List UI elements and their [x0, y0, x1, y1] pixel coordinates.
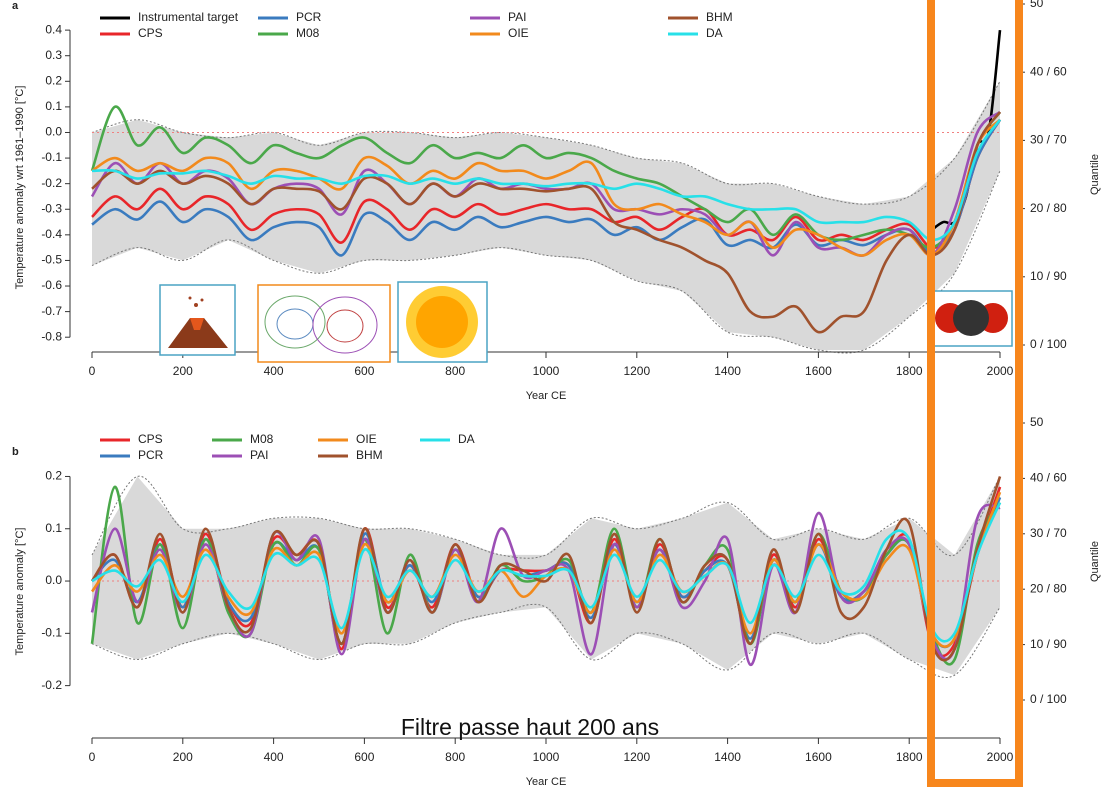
- x-tick-label: 1800: [896, 364, 923, 378]
- y2-axis-title: Quantile: [1089, 541, 1101, 582]
- envelope-line: [91, 475, 1001, 559]
- x-tick-label: 600: [354, 364, 374, 378]
- series-line: [90, 105, 1002, 250]
- y2-tick-label: 30 / 70: [1030, 133, 1067, 147]
- x-tick-label: 800: [445, 750, 465, 764]
- lorenz-icon: [257, 284, 391, 363]
- y2-tick-label: 10 / 90: [1030, 637, 1067, 651]
- y-axis-title: Temperature anomaly [°C]: [14, 528, 26, 656]
- y-tick-label: 0.2: [45, 73, 62, 87]
- y-tick-label: -0.4: [41, 227, 62, 241]
- y-tick-label: -0.2: [41, 678, 62, 692]
- annotation: Filtre passe haut 200 ans: [401, 714, 659, 740]
- x-tick-label: 2000: [987, 750, 1014, 764]
- y2-tick-label: 20 / 80: [1030, 581, 1067, 595]
- series-line: [90, 476, 1002, 662]
- legend-label: CPS: [138, 26, 163, 40]
- y-tick-label: -0.3: [41, 201, 62, 215]
- y2-tick-label: 40 / 60: [1030, 64, 1067, 78]
- y-tick-label: 0.4: [45, 22, 62, 36]
- y2-tick-label: 50: [1030, 0, 1044, 10]
- series-line: [91, 502, 1002, 643]
- y2-tick-label: 0 / 100: [1030, 692, 1067, 706]
- legend-label: OIE: [508, 26, 529, 40]
- y-tick-label: 0.0: [45, 125, 62, 139]
- y2-tick-label: 0 / 100: [1030, 337, 1067, 351]
- x-tick-label: 1400: [714, 750, 741, 764]
- series-line: [91, 118, 1002, 242]
- x-tick-label: 400: [264, 750, 284, 764]
- legend-label: PAI: [250, 448, 268, 462]
- legend-label: M08: [296, 26, 320, 40]
- sun-icon: [397, 281, 488, 363]
- x-tick-label: 800: [445, 364, 465, 378]
- panel-label: a: [12, 0, 19, 12]
- x-tick-label: 1200: [623, 750, 650, 764]
- envelope-line: [91, 170, 1001, 354]
- y-tick-label: -0.8: [41, 329, 62, 343]
- x-tick-label: 1000: [533, 364, 560, 378]
- y2-tick-label: 20 / 80: [1030, 201, 1067, 215]
- x-tick-label: 1400: [714, 364, 741, 378]
- x-axis-title: Year CE: [526, 776, 567, 788]
- x-tick-label: 1600: [805, 364, 832, 378]
- legend-label: OIE: [356, 432, 377, 446]
- plots: a 0.4 0.3 0.2 0.1 0.0 -0.1 -0.2 -0.3 -0.4 -0.5 -0.6…: [12, 0, 1101, 788]
- series-line: [91, 119, 1002, 257]
- y-tick-label: 0.0: [45, 573, 62, 587]
- y-axis-title: Temperature anomaly wrt 1961–1990 [°C]: [14, 86, 26, 290]
- series-line: [91, 118, 1001, 257]
- y2-tick-label: 50: [1030, 415, 1044, 429]
- x-tick-label: 1000: [533, 750, 560, 764]
- y-tick-label: -0.6: [41, 278, 62, 292]
- x-tick-label: 0: [89, 750, 96, 764]
- y-tick-label: -0.5: [41, 253, 62, 267]
- y-tick-label: 0.1: [45, 99, 62, 113]
- y-tick-label: -0.1: [41, 150, 62, 164]
- x-axis-title: Year CE: [526, 390, 567, 402]
- highlight-box: [927, 0, 1023, 787]
- legend-label: BHM: [356, 448, 383, 462]
- x-tick-label: 1800: [896, 750, 923, 764]
- y-tick-label: -0.7: [41, 304, 62, 318]
- x-tick-label: 400: [264, 364, 284, 378]
- y-tick-label: 0.3: [45, 48, 62, 62]
- legend-label: PCR: [138, 448, 164, 462]
- legend-label: PCR: [296, 10, 322, 24]
- y2-tick-label: 30 / 70: [1030, 526, 1067, 540]
- y-tick-label: -0.1: [41, 626, 62, 640]
- series-line: [90, 503, 1001, 667]
- y2-tick-label: 10 / 90: [1030, 269, 1067, 283]
- y-tick-label: -0.2: [41, 176, 62, 190]
- legend-label: M08: [250, 432, 274, 446]
- legend-label: DA: [706, 26, 723, 40]
- y-tick-label: 0.1: [45, 521, 62, 535]
- volcano-icon: [159, 284, 236, 356]
- panel-label: b: [12, 446, 19, 458]
- y2-axis-title: Quantile: [1089, 154, 1101, 195]
- legend-label: CPS: [138, 432, 163, 446]
- legend-label: BHM: [706, 10, 733, 24]
- x-tick-label: 1600: [805, 750, 832, 764]
- legend-label: DA: [458, 432, 475, 446]
- series-line: [91, 111, 1002, 334]
- x-tick-label: 200: [173, 750, 193, 764]
- x-tick-label: 0: [89, 364, 96, 378]
- series-line: [91, 119, 1002, 250]
- y2-tick-label: 40 / 60: [1030, 471, 1067, 485]
- y-tick-label: 0.2: [45, 469, 62, 483]
- x-tick-label: 200: [173, 364, 193, 378]
- co2-icon: [930, 290, 1013, 347]
- x-tick-label: 2000: [987, 364, 1014, 378]
- legend-label: PAI: [508, 10, 526, 24]
- x-tick-label: 600: [354, 750, 374, 764]
- legend-label: Instrumental target: [138, 10, 239, 24]
- x-tick-label: 1200: [623, 364, 650, 378]
